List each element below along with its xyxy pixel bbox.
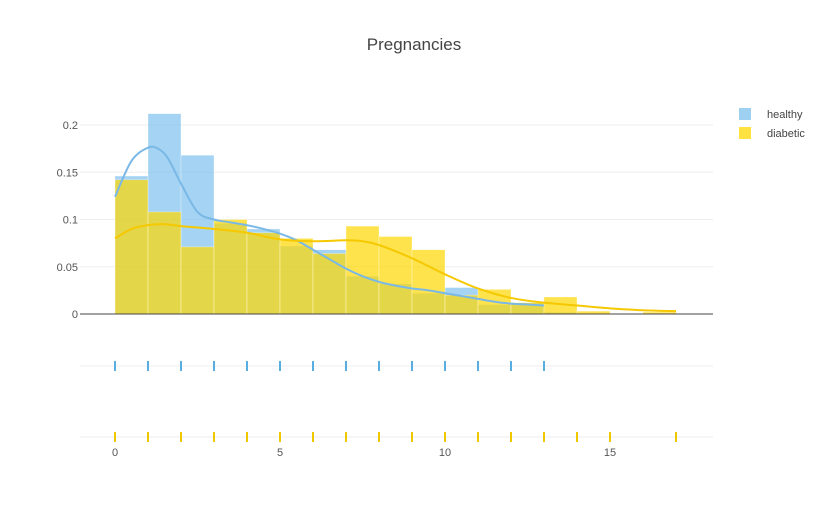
legend-item-healthy[interactable]: healthy [739,108,803,121]
legend-swatch-diabetic [739,127,751,139]
histogram-bar-diabetic[interactable] [213,219,248,315]
histogram-bar-diabetic[interactable] [411,249,446,315]
histogram-bar-diabetic[interactable] [279,238,314,315]
y-tick-label: 0 [72,309,78,321]
y-tick-label: 0.15 [57,167,78,179]
kde-layer [114,145,677,313]
x-tick-label: 5 [277,447,283,459]
histogram-bar-diabetic[interactable] [378,236,413,315]
y-tick-label: 0.1 [63,215,78,227]
x-tick-label: 15 [604,447,616,459]
kde-line-diabetic[interactable] [114,223,677,313]
axis-layer: 0 5 10 15 [80,313,713,459]
legend[interactable]: healthy diabetic [739,108,805,140]
rug-layer [114,361,677,442]
kde-line-healthy[interactable] [114,145,545,307]
legend-item-diabetic[interactable]: diabetic [739,127,805,140]
legend-swatch-healthy [739,108,751,120]
histogram-bar-diabetic[interactable] [180,246,215,315]
y-tick-label: 0.2 [63,120,78,132]
chart-title: Pregnancies [367,35,462,54]
legend-label-diabetic: diabetic [767,128,805,140]
y-tick-label: 0.05 [57,262,78,274]
x-tick-label: 0 [112,447,118,459]
x-tick-label: 10 [439,447,451,459]
legend-label-healthy: healthy [767,109,803,121]
histogram-bar-diabetic[interactable] [114,179,149,315]
histogram-bar-diabetic[interactable] [312,253,347,315]
histogram-bar-diabetic[interactable] [147,211,182,315]
histogram-bar-diabetic[interactable] [246,232,281,315]
